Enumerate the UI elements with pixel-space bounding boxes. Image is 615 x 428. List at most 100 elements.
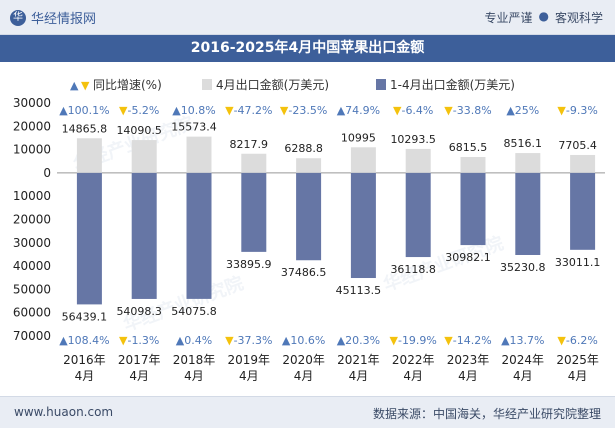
cumulative-growth-value: 20.3% xyxy=(345,334,380,347)
cumulative-value-label: 54098.3 xyxy=(116,305,162,318)
monthly-growth-label: ▲74.9% xyxy=(337,104,380,117)
data-labels: 14865.856439.1▲100.1%▲108.4%14090.554098… xyxy=(59,104,600,347)
cumulative-value-label: 35230.8 xyxy=(500,261,546,274)
monthly-growth-value: 10.8% xyxy=(181,104,216,117)
monthly-bar xyxy=(350,147,376,173)
cumulative-bar xyxy=(460,172,486,246)
up-arrow-icon: ▲ xyxy=(172,104,181,117)
legend: ▲ ▼ 同比增速(%) 4月出口金额(万美元) 1-4月出口金额(万美元) xyxy=(70,77,515,92)
legend-up-marker: ▲ xyxy=(70,79,79,92)
y-tick-label: 20000 xyxy=(13,119,51,133)
x-tick-label-year: 2017年 xyxy=(118,353,161,367)
monthly-bar xyxy=(76,138,102,173)
slogan-right: 客观科学 xyxy=(554,11,603,25)
y-tick-label: 10000 xyxy=(13,143,51,157)
slogan: 专业严谨 ● 客观科学 xyxy=(484,9,603,26)
monthly-bar xyxy=(515,153,541,173)
monthly-growth-value: 74.9% xyxy=(345,104,380,117)
down-arrow-icon: ▼ xyxy=(557,104,566,117)
cumulative-growth-label: ▼-1.3% xyxy=(119,334,159,347)
monthly-growth-label: ▼-9.3% xyxy=(557,104,597,117)
cumulative-growth-label: ▲0.4% xyxy=(176,334,212,347)
monthly-growth-label: ▲100.1% xyxy=(59,104,109,117)
down-arrow-icon: ▼ xyxy=(225,334,234,347)
down-arrow-icon: ▼ xyxy=(390,334,399,347)
x-tick-label-month: 4月 xyxy=(349,369,369,383)
cumulative-growth-value: 10.6% xyxy=(290,334,325,347)
monthly-value-label: 14865.8 xyxy=(62,122,108,135)
monthly-growth-value: -9.3% xyxy=(566,104,598,117)
monthly-growth-label: ▼-47.2% xyxy=(225,104,272,117)
up-arrow-icon: ▲ xyxy=(337,104,346,117)
cumulative-growth-value: -6.2% xyxy=(566,334,598,347)
brand[interactable]: 华 华经情报网 xyxy=(10,8,96,27)
monthly-growth-label: ▲25% xyxy=(506,104,539,117)
y-tick-label: 0 xyxy=(43,166,51,180)
x-tick-label-year: 2023年 xyxy=(447,353,490,367)
cumulative-bar xyxy=(405,172,431,258)
cumulative-growth-label: ▲20.3% xyxy=(337,334,380,347)
monthly-value-label: 10995 xyxy=(341,131,376,144)
cumulative-value-label: 33011.1 xyxy=(555,256,601,269)
x-tick-label-year: 2016年 xyxy=(63,353,106,367)
up-arrow-icon: ▲ xyxy=(59,104,68,117)
up-arrow-icon: ▲ xyxy=(506,104,515,117)
chart-svg: ▲ ▼ 同比增速(%) 4月出口金额(万美元) 1-4月出口金额(万美元) 300002… xyxy=(13,77,605,383)
legend-cumulative-label: 1-4月出口金额(万美元) xyxy=(390,77,515,92)
monthly-bar xyxy=(241,153,267,173)
monthly-bar xyxy=(570,154,596,173)
x-tick-label-month: 4月 xyxy=(513,369,533,383)
cumulative-growth-value: -1.3% xyxy=(127,334,159,347)
cumulative-value-label: 33895.9 xyxy=(226,258,272,271)
cumulative-bar xyxy=(131,172,157,299)
monthly-value-label: 14090.5 xyxy=(116,124,162,137)
monthly-value-label: 6815.5 xyxy=(449,141,488,154)
x-tick-label-year: 2024年 xyxy=(502,353,545,367)
cumulative-growth-label: ▼-14.2% xyxy=(444,334,491,347)
monthly-growth-label: ▼-6.4% xyxy=(393,104,433,117)
monthly-growth-value: -47.2% xyxy=(234,104,273,117)
monthly-growth-label: ▲10.8% xyxy=(172,104,215,117)
legend-growth-label: 同比增速(%) xyxy=(93,78,162,92)
chart-title: 2016-2025年4月中国苹果出口金额 xyxy=(0,35,615,62)
footer: www.huaon.com 数据来源：中国海关，华经产业研究院整理 xyxy=(0,396,615,428)
x-tick-label-month: 4月 xyxy=(458,369,478,383)
x-tick-label-year: 2025年 xyxy=(556,353,599,367)
down-arrow-icon: ▼ xyxy=(119,104,128,117)
cumulative-value-label: 37486.5 xyxy=(281,266,327,279)
monthly-growth-label: ▼-5.2% xyxy=(119,104,159,117)
footer-url[interactable]: www.huaon.com xyxy=(14,405,114,419)
cumulative-bar xyxy=(515,172,541,255)
cumulative-bar xyxy=(296,172,322,261)
x-tick-label-month: 4月 xyxy=(403,369,423,383)
cumulative-value-label: 36118.8 xyxy=(390,263,436,276)
cumulative-value-label: 45113.5 xyxy=(336,284,382,297)
cumulative-bar xyxy=(570,172,596,250)
cumulative-value-label: 54075.8 xyxy=(171,305,217,318)
cumulative-bar xyxy=(241,172,267,252)
monthly-value-label: 8516.1 xyxy=(504,137,543,150)
down-arrow-icon: ▼ xyxy=(557,334,566,347)
x-tick-label-month: 4月 xyxy=(568,369,588,383)
down-arrow-icon: ▼ xyxy=(280,104,289,117)
monthly-value-label: 7705.4 xyxy=(558,139,597,152)
monthly-bar xyxy=(405,148,431,173)
monthly-value-label: 6288.8 xyxy=(284,142,323,155)
monthly-growth-label: ▼-33.8% xyxy=(444,104,491,117)
monthly-growth-value: -6.4% xyxy=(401,104,433,117)
x-tick-label-year: 2019年 xyxy=(228,353,271,367)
y-axis: 30000 20000 10000 0 10000 20000 30000 40000 5000… xyxy=(13,96,605,343)
slogan-left: 专业严谨 xyxy=(484,11,533,25)
monthly-value-label: 8217.9 xyxy=(230,138,269,151)
monthly-growth-value: 25% xyxy=(515,104,539,117)
cumulative-growth-label: ▼-19.9% xyxy=(390,334,437,347)
top-bar: 华 华经情报网 专业严谨 ● 客观科学 xyxy=(0,0,615,35)
monthly-bar xyxy=(296,158,322,173)
monthly-bar xyxy=(186,136,212,173)
x-tick-label-year: 2022年 xyxy=(392,353,435,367)
monthly-growth-value: 100.1% xyxy=(68,104,110,117)
x-tick-label-month: 4月 xyxy=(239,369,259,383)
y-tick-label: 50000 xyxy=(13,282,51,296)
legend-down-marker: ▼ xyxy=(81,79,90,92)
